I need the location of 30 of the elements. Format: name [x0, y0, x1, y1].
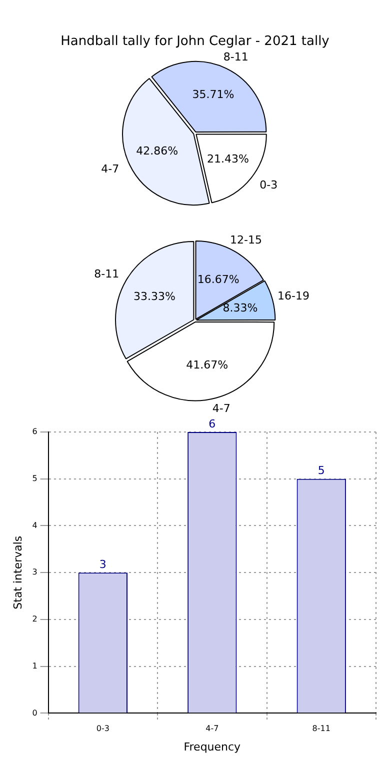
data-label: 8.33% [222, 301, 258, 314]
data-label: 5 [318, 464, 325, 478]
x-axis-title: Frequency [184, 740, 242, 754]
data-label: 35.71% [192, 88, 234, 102]
x-tick-label: 8-11 [312, 724, 330, 734]
data-label: 21.43% [206, 152, 249, 166]
y-tick-label: 4 [32, 520, 38, 530]
data-label: 3 [99, 558, 106, 571]
slice-label: 4-7 [212, 402, 230, 416]
slice-label: 16-19 [278, 290, 310, 303]
y-tick-label: 0 [32, 708, 38, 718]
data-label: 6 [208, 417, 216, 430]
slice-label: 8-11 [94, 267, 120, 280]
y-tick-label: 2 [32, 614, 38, 624]
y-axis-title: Stat intervals [11, 536, 24, 610]
data-label: 41.67% [186, 358, 228, 372]
y-tick-label: 6 [32, 427, 38, 436]
slice-label: 4-7 [101, 162, 120, 176]
data-label: 16.67% [197, 272, 240, 286]
data-label: 42.86% [136, 144, 178, 158]
slice-label: 12-15 [230, 234, 262, 247]
x-tick-label: 0-3 [96, 724, 110, 734]
x-tick-label: 4-7 [206, 724, 219, 734]
y-tick-label: 1 [32, 661, 38, 670]
y-tick-label: 3 [32, 568, 38, 577]
slice-label: 8-11 [223, 50, 248, 64]
data-label: 33.33% [133, 290, 176, 303]
chart-title: Handball tally for John Ceglar - 2021 tally [60, 34, 330, 50]
slice-label: 0-3 [260, 178, 278, 192]
y-tick-label: 5 [32, 474, 38, 483]
